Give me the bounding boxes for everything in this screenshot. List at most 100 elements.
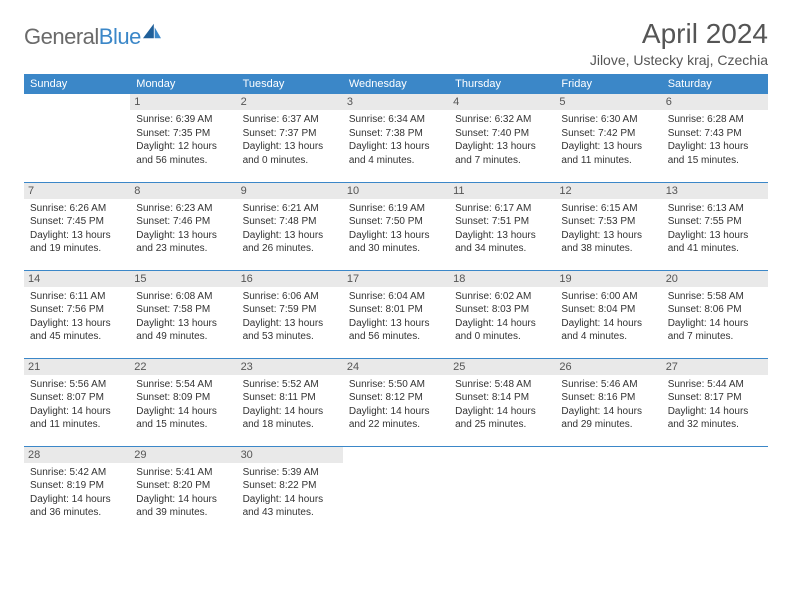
daylight-text-2: and 11 minutes.: [30, 418, 124, 432]
title-block: April 2024 Jilove, Ustecky kraj, Czechia: [590, 18, 768, 68]
daylight-text-2: and 4 minutes.: [561, 330, 655, 344]
calendar-day-cell: 10Sunrise: 6:19 AMSunset: 7:50 PMDayligh…: [343, 182, 449, 270]
day-info: Sunrise: 5:56 AMSunset: 8:07 PMDaylight:…: [30, 378, 124, 432]
sunrise-text: Sunrise: 5:56 AM: [30, 378, 124, 392]
sunset-text: Sunset: 7:58 PM: [136, 303, 230, 317]
weekday-header: Saturday: [662, 74, 768, 94]
sunrise-text: Sunrise: 5:41 AM: [136, 466, 230, 480]
calendar-day-cell: 9Sunrise: 6:21 AMSunset: 7:48 PMDaylight…: [237, 182, 343, 270]
daylight-text-2: and 0 minutes.: [243, 154, 337, 168]
day-info: Sunrise: 5:52 AMSunset: 8:11 PMDaylight:…: [243, 378, 337, 432]
weekday-header: Thursday: [449, 74, 555, 94]
logo: GeneralBlue: [24, 18, 163, 50]
sunrise-text: Sunrise: 6:13 AM: [668, 202, 762, 216]
daylight-text-1: Daylight: 14 hours: [136, 405, 230, 419]
daylight-text-2: and 49 minutes.: [136, 330, 230, 344]
daylight-text-1: Daylight: 14 hours: [455, 317, 549, 331]
sunrise-text: Sunrise: 6:00 AM: [561, 290, 655, 304]
calendar-day-cell: 2Sunrise: 6:37 AMSunset: 7:37 PMDaylight…: [237, 94, 343, 182]
day-info: Sunrise: 6:23 AMSunset: 7:46 PMDaylight:…: [136, 202, 230, 256]
daylight-text-1: Daylight: 13 hours: [243, 317, 337, 331]
daylight-text-2: and 22 minutes.: [349, 418, 443, 432]
weekday-header: Monday: [130, 74, 236, 94]
daylight-text-1: Daylight: 14 hours: [243, 493, 337, 507]
daylight-text-1: Daylight: 14 hours: [561, 405, 655, 419]
calendar-week-row: 14Sunrise: 6:11 AMSunset: 7:56 PMDayligh…: [24, 270, 768, 358]
weekday-header-row: SundayMondayTuesdayWednesdayThursdayFrid…: [24, 74, 768, 94]
calendar-day-cell: 5Sunrise: 6:30 AMSunset: 7:42 PMDaylight…: [555, 94, 661, 182]
day-number: 19: [555, 271, 661, 287]
sunset-text: Sunset: 7:59 PM: [243, 303, 337, 317]
daylight-text-2: and 7 minutes.: [455, 154, 549, 168]
calendar-day-cell: 22Sunrise: 5:54 AMSunset: 8:09 PMDayligh…: [130, 358, 236, 446]
sunrise-text: Sunrise: 6:34 AM: [349, 113, 443, 127]
sunrise-text: Sunrise: 6:04 AM: [349, 290, 443, 304]
sunset-text: Sunset: 8:01 PM: [349, 303, 443, 317]
header: GeneralBlue April 2024 Jilove, Ustecky k…: [24, 18, 768, 68]
day-info: Sunrise: 5:58 AMSunset: 8:06 PMDaylight:…: [668, 290, 762, 344]
sunrise-text: Sunrise: 6:15 AM: [561, 202, 655, 216]
sunrise-text: Sunrise: 6:11 AM: [30, 290, 124, 304]
daylight-text-1: Daylight: 14 hours: [349, 405, 443, 419]
calendar-day-cell: 27Sunrise: 5:44 AMSunset: 8:17 PMDayligh…: [662, 358, 768, 446]
calendar-body: 1Sunrise: 6:39 AMSunset: 7:35 PMDaylight…: [24, 94, 768, 534]
sunset-text: Sunset: 8:17 PM: [668, 391, 762, 405]
daylight-text-1: Daylight: 13 hours: [455, 229, 549, 243]
day-number: 3: [343, 94, 449, 110]
day-info: Sunrise: 6:06 AMSunset: 7:59 PMDaylight:…: [243, 290, 337, 344]
daylight-text-2: and 29 minutes.: [561, 418, 655, 432]
sunset-text: Sunset: 7:35 PM: [136, 127, 230, 141]
day-info: Sunrise: 6:39 AMSunset: 7:35 PMDaylight:…: [136, 113, 230, 167]
calendar-day-cell: [555, 446, 661, 534]
calendar-day-cell: 12Sunrise: 6:15 AMSunset: 7:53 PMDayligh…: [555, 182, 661, 270]
day-info: Sunrise: 5:41 AMSunset: 8:20 PMDaylight:…: [136, 466, 230, 520]
sunrise-text: Sunrise: 6:30 AM: [561, 113, 655, 127]
daylight-text-2: and 36 minutes.: [30, 506, 124, 520]
sunset-text: Sunset: 8:16 PM: [561, 391, 655, 405]
daylight-text-2: and 56 minutes.: [136, 154, 230, 168]
day-number: 2: [237, 94, 343, 110]
sunrise-text: Sunrise: 5:52 AM: [243, 378, 337, 392]
daylight-text-2: and 0 minutes.: [455, 330, 549, 344]
sunrise-text: Sunrise: 5:46 AM: [561, 378, 655, 392]
day-number: 30: [237, 447, 343, 463]
day-info: Sunrise: 6:11 AMSunset: 7:56 PMDaylight:…: [30, 290, 124, 344]
calendar-day-cell: 17Sunrise: 6:04 AMSunset: 8:01 PMDayligh…: [343, 270, 449, 358]
day-number: 26: [555, 359, 661, 375]
day-number: 11: [449, 183, 555, 199]
calendar-day-cell: 7Sunrise: 6:26 AMSunset: 7:45 PMDaylight…: [24, 182, 130, 270]
sunrise-text: Sunrise: 6:39 AM: [136, 113, 230, 127]
calendar-day-cell: [343, 446, 449, 534]
day-number: 29: [130, 447, 236, 463]
location: Jilove, Ustecky kraj, Czechia: [590, 52, 768, 68]
day-number: 16: [237, 271, 343, 287]
daylight-text-1: Daylight: 12 hours: [136, 140, 230, 154]
calendar-day-cell: 1 Sunrise: 6:39 AMSunset: 7:35 PMDaylight…: [130, 94, 236, 182]
sunset-text: Sunset: 7:53 PM: [561, 215, 655, 229]
sunset-text: Sunset: 7:46 PM: [136, 215, 230, 229]
day-info: Sunrise: 5:50 AMSunset: 8:12 PMDaylight:…: [349, 378, 443, 432]
calendar-week-row: 7Sunrise: 6:26 AMSunset: 7:45 PMDaylight…: [24, 182, 768, 270]
day-info: Sunrise: 5:39 AMSunset: 8:22 PMDaylight:…: [243, 466, 337, 520]
daylight-text-1: Daylight: 13 hours: [243, 140, 337, 154]
day-number: 1: [130, 94, 236, 110]
calendar-day-cell: 21Sunrise: 5:56 AMSunset: 8:07 PMDayligh…: [24, 358, 130, 446]
day-info: Sunrise: 6:28 AMSunset: 7:43 PMDaylight:…: [668, 113, 762, 167]
calendar-day-cell: 18Sunrise: 6:02 AMSunset: 8:03 PMDayligh…: [449, 270, 555, 358]
calendar-day-cell: 8Sunrise: 6:23 AMSunset: 7:46 PMDaylight…: [130, 182, 236, 270]
daylight-text-2: and 26 minutes.: [243, 242, 337, 256]
calendar-day-cell: [24, 94, 130, 182]
sunrise-text: Sunrise: 5:58 AM: [668, 290, 762, 304]
sunset-text: Sunset: 8:12 PM: [349, 391, 443, 405]
calendar-day-cell: 4Sunrise: 6:32 AMSunset: 7:40 PMDaylight…: [449, 94, 555, 182]
daylight-text-2: and 18 minutes.: [243, 418, 337, 432]
sunrise-text: Sunrise: 6:06 AM: [243, 290, 337, 304]
day-number: 7: [24, 183, 130, 199]
daylight-text-1: Daylight: 13 hours: [668, 229, 762, 243]
day-number: 24: [343, 359, 449, 375]
day-number: 23: [237, 359, 343, 375]
day-info: Sunrise: 6:34 AMSunset: 7:38 PMDaylight:…: [349, 113, 443, 167]
month-title: April 2024: [590, 18, 768, 50]
calendar-day-cell: [662, 446, 768, 534]
sunset-text: Sunset: 7:37 PM: [243, 127, 337, 141]
